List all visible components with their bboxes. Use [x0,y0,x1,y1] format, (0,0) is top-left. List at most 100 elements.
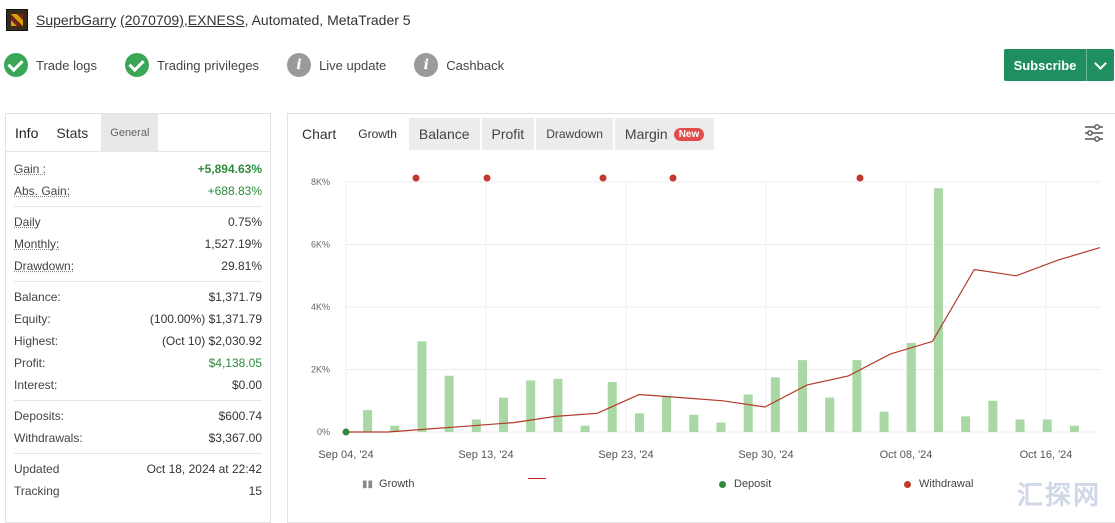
legend-growth-line[interactable] [528,478,552,479]
growth-line [346,247,1101,433]
stat-label: Updated [14,462,60,476]
stat-row: Drawdown: 29.81% [14,255,262,277]
account-note[interactable]: (2070709) [120,12,184,28]
stat-value: 0.75% [227,215,262,229]
y-tick-label: 2K% [311,365,330,375]
stat-label: Profit: [14,356,46,370]
stat-value: +5,894.63% [197,162,262,176]
stat-label: Equity: [14,312,51,326]
y-tick-label: 4K% [311,302,330,312]
stat-row: Gain : +5,894.63% [14,158,262,180]
stat-label[interactable]: Drawdown: [14,259,75,273]
badge-trade-logs[interactable]: Trade logs [4,53,97,77]
bar [634,413,644,432]
tab-drawdown[interactable]: Drawdown [536,118,613,150]
y-tick-label: 8K% [311,177,330,187]
subscribe-button-group: Subscribe [1004,49,1114,81]
badge-cashback[interactable]: i Cashback [414,53,504,77]
stat-label: Tracking [14,484,60,498]
platform-label: MetaTrader 5 [327,12,411,28]
x-tick-label: Sep 13, '24 [458,449,513,461]
tab-chart[interactable]: Chart [302,126,337,142]
bar [526,380,536,432]
divider [14,206,262,207]
bar [1015,419,1025,432]
bar [662,396,672,432]
user-link[interactable]: SuperbGarry [36,12,117,28]
stat-label: Balance: [14,290,61,304]
tab-profit[interactable]: Profit [481,118,535,150]
bar [961,416,971,432]
divider [14,281,262,282]
stat-value: $4,138.05 [208,356,262,370]
legend-withdrawal[interactable]: Withdrawal [904,478,973,490]
bar [798,360,808,432]
bar [852,360,862,432]
subscribe-button[interactable]: Subscribe [1013,57,1077,73]
legend-deposit[interactable]: Deposit [719,478,771,490]
check-icon [4,53,28,77]
bar [689,414,699,432]
chart-tabs: Chart Growth Balance Profit Drawdown Mar… [292,118,716,150]
filter-settings-icon[interactable] [1083,122,1105,144]
dot-icon [719,480,726,488]
stat-value: 1,527.19% [204,237,262,251]
bar [988,400,998,432]
bar [390,425,400,432]
withdrawal-marker [669,174,677,182]
chevron-down-icon[interactable] [1086,49,1114,81]
stat-row: Updated Oct 18, 2024 at 22:42 [14,458,262,480]
stat-value: (100.00%) $1,371.79 [149,312,262,326]
bar [580,425,590,432]
y-tick-label: 6K% [311,240,330,250]
broker-link[interactable]: EXNESS [187,12,245,28]
stat-label: Deposits: [14,409,65,423]
badge-trading-privileges[interactable]: Trading privileges [124,53,259,77]
stat-row: Balance: $1,371.79 [14,286,262,308]
stat-label[interactable]: Monthly: [14,237,60,251]
x-tick-label: Oct 08, '24 [880,449,933,461]
stat-row: Deposits: $600.74 [14,405,262,427]
x-tick-label: Sep 30, '24 [738,449,793,461]
stat-value: +688.83% [207,184,262,198]
avatar[interactable] [6,9,28,31]
stat-label[interactable]: Gain : [14,162,47,176]
badge-live-update[interactable]: i Live update [287,53,386,77]
y-tick-label: 0% [317,427,330,437]
stat-label[interactable]: Abs. Gain: [14,184,71,198]
stat-label[interactable]: Daily [14,215,41,229]
info-icon: i [414,53,439,77]
bar [716,422,726,432]
chart-panel: Chart Growth Balance Profit Drawdown Mar… [287,113,1115,523]
stat-value: $600.74 [218,409,262,423]
stat-value: (Oct 10) $2,030.92 [161,334,262,348]
info-icon: i [287,53,312,77]
tab-margin[interactable]: Margin New [614,118,715,150]
bar [499,397,509,432]
watermark: 汇探网 [1016,480,1101,510]
bar [417,341,427,432]
tab-general[interactable]: General [101,114,159,151]
stat-row: Interest: $0.00 [14,374,262,396]
stat-value: 29.81% [221,259,262,273]
tab-balance[interactable]: Balance [408,118,480,150]
stat-value: Oct 18, 2024 at 22:42 [146,462,262,476]
bar [444,375,454,432]
stat-row: Highest: (Oct 10) $2,030.92 [14,330,262,352]
growth-chart: 8K% 6K% 4K% 2K% 0% Sep 04, '24 Sep 13, '24 Sep … [311,174,1101,461]
stat-label: Withdrawals: [14,431,83,445]
stat-label: Interest: [14,378,58,392]
bar [553,378,563,432]
stat-value: $1,371.79 [208,290,262,304]
tab-stats[interactable]: Stats [56,124,89,141]
stat-value: $3,367.00 [208,431,262,445]
legend-growth[interactable]: ▮▮ Growth [362,478,415,490]
stat-row: Abs. Gain: +688.83% [14,180,262,202]
chart-legend: ▮▮ Growth Deposit Withdrawal [362,476,1102,494]
new-badge: New [673,127,705,141]
tab-growth[interactable]: Growth [358,127,397,141]
tab-info[interactable]: Info [15,124,39,141]
bar [933,188,943,432]
divider [14,400,262,401]
check-icon [124,53,149,77]
